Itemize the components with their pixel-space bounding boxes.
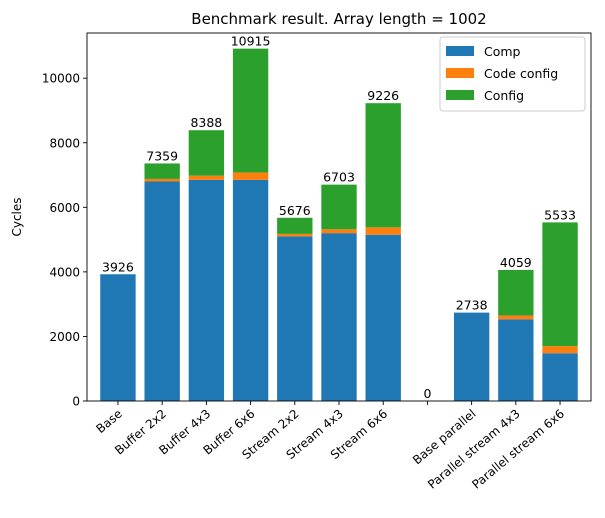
y-tick-label: 4000 (49, 265, 80, 279)
bar-total-label: 5676 (279, 203, 311, 218)
bar-segment-comp (277, 236, 313, 401)
bar-segment-comp (498, 319, 534, 401)
bar-segment-code-config (365, 227, 401, 235)
bar-segment-config (144, 163, 180, 179)
bar-total-label: 7359 (146, 148, 178, 163)
bar-segment-comp (365, 234, 401, 401)
bar-total-label: 4059 (500, 255, 532, 270)
y-tick-label: 8000 (49, 136, 80, 150)
legend: Comp Code config Config (439, 36, 586, 112)
bar-segment-comp (232, 179, 269, 401)
y-tick-label: 2000 (49, 330, 80, 344)
bar-total-label: 5533 (544, 207, 576, 222)
y-axis-label: Cycles (10, 197, 24, 236)
bar-segment-code-config (277, 233, 313, 237)
bar-segment-code-config (542, 346, 578, 354)
legend-label: Comp (484, 44, 521, 59)
bar-total-label: 6703 (323, 170, 355, 185)
bar-segment-config (188, 130, 225, 176)
y-tick-label: 10000 (42, 72, 80, 86)
legend-swatch (446, 68, 474, 78)
y-tick-label: 6000 (49, 201, 80, 215)
bar-total-label: 8388 (190, 115, 222, 130)
bar-segment-code-config (498, 315, 534, 320)
legend-label: Config (484, 88, 524, 103)
bar-segment-comp (144, 181, 180, 401)
bar-segment-config (498, 269, 534, 316)
bar-segment-config (365, 103, 401, 228)
y-tick-label: 0 (72, 395, 80, 409)
bar-segment-config (277, 217, 313, 234)
bar-segment-config (321, 184, 357, 230)
legend-box (439, 36, 586, 112)
bar-total-label: 0 (423, 386, 431, 401)
bar-total-label: 9226 (367, 88, 399, 103)
x-tick-label: Base (93, 407, 124, 437)
bar-segment-comp (188, 179, 225, 401)
bar-total-label: 3926 (102, 259, 134, 274)
bar-segment-comp (321, 233, 357, 401)
legend-label: Code config (484, 66, 558, 81)
bar-total-label: 2738 (456, 298, 488, 313)
bar-segment-code-config (188, 175, 225, 180)
bar-total-label: 10915 (231, 34, 271, 49)
legend-swatch (446, 46, 474, 56)
bar-segment-config (542, 222, 578, 347)
bar-segment-comp (453, 312, 490, 401)
bar-segment-code-config (144, 178, 180, 182)
chart-title: Benchmark result. Array length = 1002 (191, 10, 486, 28)
bar-segment-config (232, 48, 269, 173)
bar-segment-code-config (232, 172, 269, 180)
legend-swatch (446, 90, 474, 100)
bar-segment-comp (542, 353, 578, 401)
bar-segment-comp (100, 274, 136, 401)
bar-segment-code-config (321, 229, 357, 234)
